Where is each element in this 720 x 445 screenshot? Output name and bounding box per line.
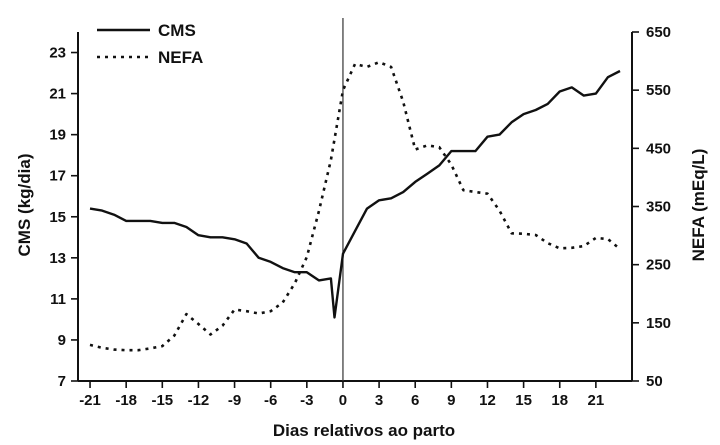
x-tick-label: 15 [515, 392, 532, 409]
x-axis-title: Dias relativos ao parto [273, 421, 455, 440]
y-right-tick-label: 650 [646, 24, 671, 41]
x-tick-label: 0 [339, 392, 347, 409]
y-right-axis-ticks: 50 150 250 350 450 550 650 [632, 24, 671, 390]
y-left-tick-label: 23 [49, 45, 66, 62]
y-left-axis-ticks: 7 9 11 13 15 17 19 21 23 [49, 45, 78, 390]
y-left-tick-label: 11 [50, 291, 66, 308]
x-tick-label: -15 [151, 392, 173, 409]
x-tick-label: 3 [375, 392, 383, 409]
legend: CMS NEFA [97, 21, 203, 67]
x-axis-ticks: -21 -18 -15 -12 -9 -6 -3 0 3 6 9 12 15 18 21 [79, 381, 604, 409]
x-tick-label: 12 [479, 392, 496, 409]
y-left-tick-label: 7 [58, 373, 66, 390]
y-left-tick-label: 13 [49, 250, 66, 267]
y-left-tick-label: 21 [49, 86, 66, 103]
y-left-tick-label: 17 [49, 168, 66, 185]
series-layer [89, 60, 621, 352]
x-tick-label: -3 [300, 392, 313, 409]
y-right-tick-label: 450 [646, 140, 671, 157]
x-tick-label: -6 [264, 392, 277, 409]
x-tick-label: -9 [228, 392, 241, 409]
y-right-tick-label: 250 [646, 257, 671, 274]
x-tick-label: 6 [411, 392, 419, 409]
y-right-tick-label: 150 [646, 315, 671, 332]
series-line-cms [89, 69, 621, 319]
legend-cms-label: CMS [158, 21, 196, 40]
y-right-axis-title: NEFA (mEq/L) [689, 149, 708, 262]
x-tick-label: -12 [188, 392, 210, 409]
y-left-tick-label: 15 [49, 209, 66, 226]
legend-nefa-label: NEFA [158, 48, 203, 67]
x-tick-label: 18 [551, 392, 568, 409]
y-left-axis-title: CMS (kg/dia) [15, 154, 34, 257]
y-right-tick-label: 50 [646, 373, 663, 390]
y-right-tick-label: 350 [646, 199, 671, 216]
plot-frame [77, 32, 633, 382]
x-tick-label: 21 [588, 392, 605, 409]
y-left-tick-label: 19 [49, 127, 66, 144]
y-right-tick-label: 550 [646, 82, 671, 99]
x-tick-label: -21 [79, 392, 101, 409]
x-tick-label: 9 [447, 392, 455, 409]
series-line-nefa [89, 60, 621, 352]
x-tick-label: -18 [115, 392, 137, 409]
y-left-tick-label: 9 [58, 332, 66, 349]
